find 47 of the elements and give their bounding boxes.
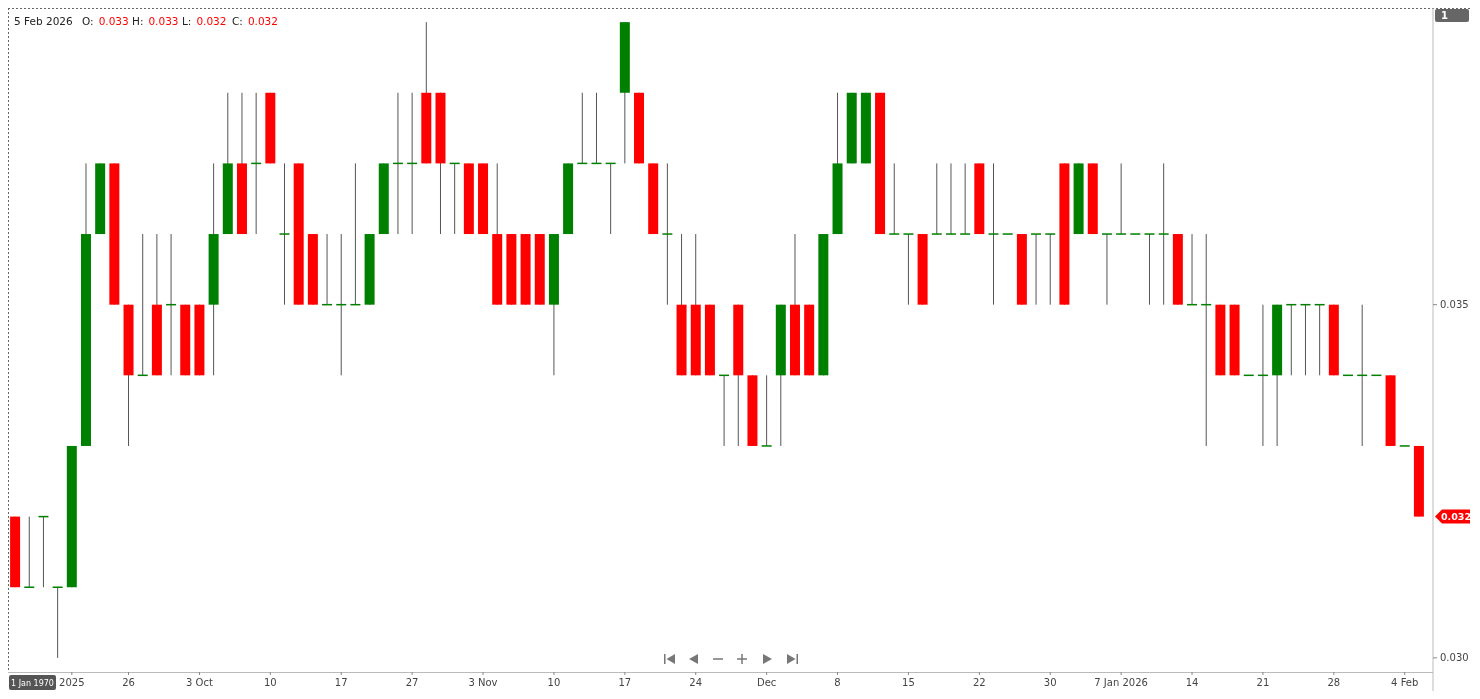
candlestick	[889, 162, 900, 235]
annotation: 5 Feb 2026	[14, 15, 73, 27]
annotation: O: 0.033	[82, 15, 129, 27]
y-tick-label: 0.030	[1440, 652, 1469, 664]
annotation: H: 0.033	[132, 15, 179, 27]
x-tick-label: 28	[1327, 677, 1341, 688]
text: 1	[1441, 10, 1448, 21]
x-tick-label: 4 Feb	[1391, 677, 1419, 688]
y-tick-label: 0.035	[1440, 299, 1469, 311]
candlestick	[761, 374, 772, 447]
x-tick-label: 10	[547, 677, 561, 688]
annotation: L: 0.032	[182, 15, 227, 27]
x-tick-label: 7 Jan 2026	[1094, 677, 1148, 688]
candlestick	[662, 162, 673, 306]
candlestick	[24, 516, 35, 588]
x-tick-label: Dec	[756, 677, 777, 688]
candlestick	[52, 586, 63, 659]
x-tick-label: 26	[122, 677, 135, 688]
candlestick	[1045, 233, 1056, 306]
x-tick-label: 3 Oct	[186, 677, 213, 688]
candlestick	[1101, 233, 1112, 306]
x-tick-label: 17	[618, 677, 632, 688]
x-tick-label: 10	[263, 677, 277, 688]
candlestick	[988, 162, 999, 306]
text: 0.032	[1440, 510, 1472, 522]
x-tick-label: 27	[405, 677, 419, 688]
candlestick	[279, 162, 290, 306]
x-tick-label: 15	[902, 677, 915, 688]
x-tick-label: 30	[1043, 677, 1057, 688]
candlestick	[1031, 233, 1042, 306]
x-tick-label: 14	[1185, 677, 1199, 688]
x-tick-label: 22	[972, 677, 986, 688]
candlestick	[1158, 162, 1169, 306]
x-tick-label: 17	[334, 677, 348, 688]
x-tick-label: 24	[689, 677, 703, 688]
candlestick	[960, 162, 971, 235]
x-tick-label: 21	[1256, 677, 1270, 688]
x-tick-label: 3 Nov	[468, 677, 498, 688]
x-tick-label: 8	[834, 677, 841, 688]
annotation: C: 0.032	[232, 15, 278, 27]
x-tick-label: 2025	[59, 677, 85, 688]
candlestick	[1144, 233, 1155, 306]
candlestick	[945, 162, 956, 235]
candlestick	[931, 162, 942, 235]
candlestick	[1116, 162, 1127, 235]
candlestick	[903, 233, 914, 306]
text: 1 Jan 1970	[11, 679, 54, 688]
